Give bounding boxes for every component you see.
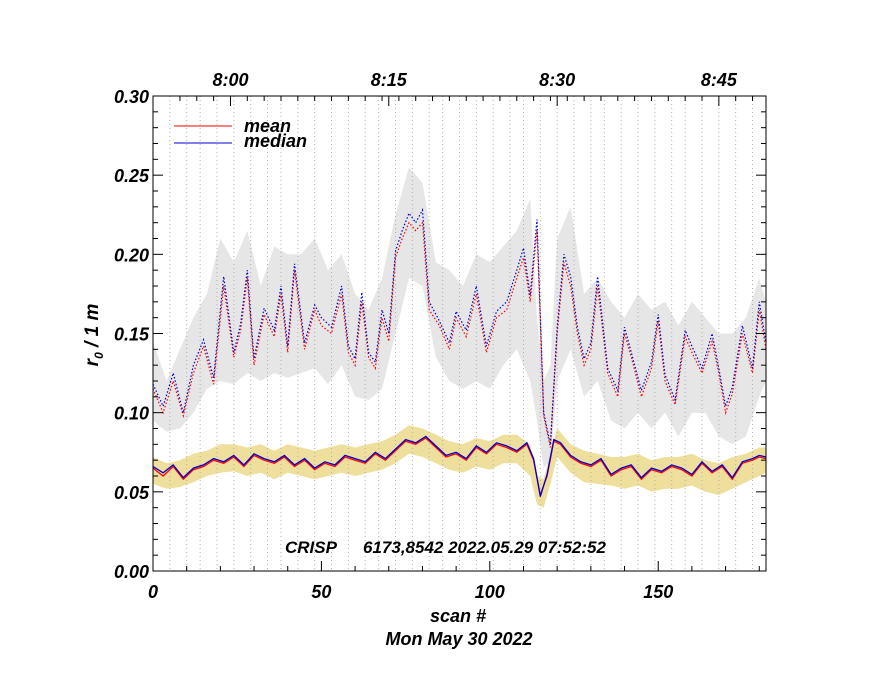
data-series — [152, 207, 767, 498]
time-tick-label: 8:45 — [701, 70, 738, 90]
x-axis-title: scan # — [430, 606, 486, 626]
time-tick-label: 8:15 — [371, 70, 408, 90]
axes: 0.00 0.05 0.10 0.15 0.20 0.25 0.30 0 50 100 150 8:0… — [114, 70, 767, 602]
time-tick-label: 8:30 — [539, 70, 575, 90]
legend-median-label: median — [244, 131, 307, 151]
y-tick-label: 0.00 — [114, 562, 149, 582]
y-axis-title-sub: 0 — [92, 352, 106, 359]
y-tick-label: 0.25 — [114, 166, 150, 186]
series-lower-line — [152, 437, 767, 498]
x-tick-label: 0 — [148, 582, 158, 602]
svg-text:r0 / 1 m: r0 / 1 m — [82, 304, 106, 367]
y-axis-title-main: r — [82, 357, 103, 366]
y-tick-label: 0.20 — [114, 245, 149, 265]
y-axis-title: r0 / 1 m — [82, 304, 106, 367]
y-axis-title-rest: / 1 m — [82, 304, 103, 353]
annotation-detail: 6173,8542 2022.05.29 07:52:52 — [363, 538, 606, 557]
spread-bands — [153, 167, 766, 508]
x-tick-label: 50 — [311, 582, 331, 602]
y-tick-label: 0.05 — [114, 483, 150, 503]
series-upper-line — [152, 221, 767, 448]
x-tick-label: 100 — [475, 582, 505, 602]
x-tick-label: 150 — [643, 582, 673, 602]
upper-band-area — [153, 167, 766, 469]
legend: mean median — [174, 116, 307, 151]
lower-band-area — [153, 425, 766, 508]
date-label: Mon May 30 2022 — [385, 629, 532, 649]
time-tick-label: 8:00 — [212, 70, 248, 90]
series-lower-median-line — [152, 435, 767, 497]
legend-mean-label: mean — [244, 116, 291, 136]
y-tick-label: 0.10 — [114, 404, 149, 424]
annotation-instrument: CRISP — [285, 538, 338, 557]
y-tick-label: 0.30 — [114, 87, 149, 107]
y-tick-label: 0.15 — [114, 325, 150, 345]
